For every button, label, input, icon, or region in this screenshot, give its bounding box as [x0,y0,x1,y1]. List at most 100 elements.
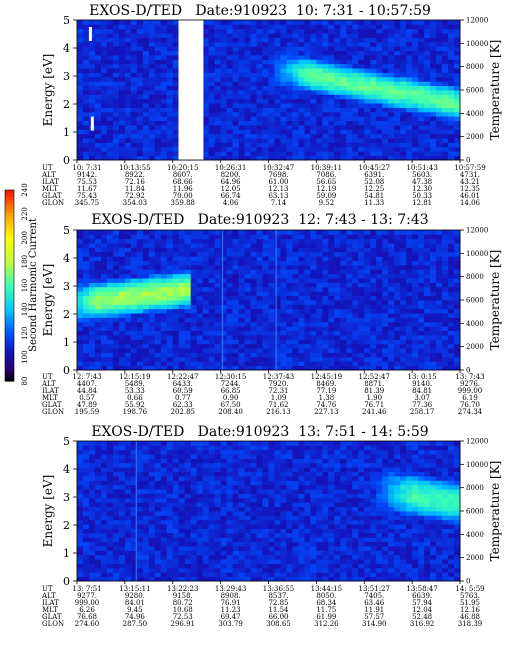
panel-1-table-cell: 56.65 [316,178,336,186]
panel-2-y2tick-label: 10000 [466,250,488,258]
panel-3-table-cell: 999.00 [75,599,100,607]
panel-2-table-cell: 84.81 [412,387,432,395]
panel-2-table-cell: 198.76 [123,408,148,416]
panel-1-table-cell: 7698. [268,171,288,179]
panel-1-table-cell: 12.35 [460,185,480,193]
colorbar-tick-label: 80 [21,377,29,386]
panel-1-table-cell: 70.00 [173,192,193,200]
panel-3-table-cell: 61.99 [316,613,336,621]
panel-3-table-cell: 57.94 [412,599,433,607]
colorbar-tick-label: 160 [21,279,29,292]
panel-1-y2tick-label: 8000 [466,63,484,71]
panel-1-title: EXOS-D/TED Date:910923 10: 7:31 - 10:57:… [89,3,431,19]
panel-2-table-cell: 6433. [173,380,193,388]
panel-1-table-cell: 10:20:15 [167,164,198,172]
panel-2-ytick-label: 3 [63,280,70,293]
panel-2-table-cell: 60.59 [173,387,193,395]
panel-3-ytick-label: 3 [63,491,70,504]
panel-2-table-cell: 12:45:19 [311,373,342,381]
panel-1-table-cell: 11.33 [364,199,384,207]
panel-3-ylabel: Energy [eV] [41,475,55,548]
panel-2-ytick-label: 0 [63,364,70,377]
panel-2-table-cell: 4407. [77,380,97,388]
panel-2-table-cell: 44.84 [77,387,98,395]
panel-2-table-cell: 7920. [268,380,288,388]
panel-3-table-cell: 13:15:11 [119,585,150,593]
panel-2-table-cell: 1.90 [366,394,382,402]
panel-1-table-cell: 12.13 [268,185,288,193]
panel-3-y2tick-label: 4000 [466,531,484,539]
panel-2-y2tick-label: 8000 [466,273,484,281]
panel-1-ytick-label: 5 [63,14,70,27]
panel-3-table-cell: 72.85 [268,599,288,607]
panel-2-table-cell: 9140. [412,380,432,388]
panel-2-row-label: UT [42,373,53,381]
panel-1-table-cell: 54.81 [364,192,384,200]
panel-3-title: EXOS-D/TED Date:910923 13: 7:51 - 14: 5:… [91,424,429,440]
panel-1-table-cell: 46.01 [460,192,480,200]
colorbar-tick-label: 240 [21,183,29,196]
panel-1-y2tick-label: 0 [466,157,470,165]
panel-1-row-label: GLAT [42,192,62,200]
panel-1-table-cell: 6391. [364,171,384,179]
panel-3-ytick-label: 1 [63,547,70,560]
panel-1-table-cell: 12.19 [316,185,336,193]
panel-1-ylabel: Energy [eV] [41,54,55,127]
panel-1-table-cell: 10:39:11 [311,164,342,172]
panel-2-table-cell: 8469. [316,380,336,388]
panel-2-row-label: ILAT [42,387,59,395]
panel-2-y2label: Temperature [K] [488,250,502,351]
panel-2-table-cell: 9276. [460,380,480,388]
panel-2-table-cell: 216.13 [266,408,291,416]
panel-2-table-cell: 1.09 [271,394,287,402]
panel-2-table-cell: 13: 0:15 [408,373,437,381]
panel-3-table-cell: 84.01 [125,599,145,607]
panel-2-table-cell: 1.38 [319,394,335,402]
colorbar-tick-label: 180 [21,255,29,268]
panel-2-spike [275,230,277,370]
panel-3-table-cell: 66.00 [268,613,288,621]
panel-1-table-cell: 63.13 [268,192,288,200]
colorbar-tick-label: 200 [21,231,29,244]
panel-2-table-cell: 6.19 [462,394,478,402]
panel-1-table-cell: 10:32:47 [263,164,294,172]
panel-3-table-cell: 13: 7:51 [72,585,101,593]
colorbar-label: Second Harmonic Current [28,218,39,352]
panel-1-ytick-label: 1 [63,126,70,139]
panel-2-ytick-label: 4 [63,252,70,265]
panel-1-table-cell: 12.30 [412,185,432,193]
panel-1-table-cell: 66.74 [221,192,242,200]
panel-1-table-cell: 72.16 [125,178,146,186]
panel-1-table-cell: 7.14 [271,199,287,207]
panel-3-table-cell: 9.45 [127,606,143,614]
colorbar-tick-label: 120 [21,327,29,340]
panel-3-table-cell: 13:58:47 [406,585,437,593]
panel-3-row-label: MLT [42,606,58,614]
panel-2-table-cell: 12:30:15 [215,373,246,381]
panel-1-data-dropout [90,116,94,131]
panel-3-table-cell: 12.04 [412,606,433,614]
panel-2-y2tick-label: 0 [466,367,470,375]
panel-3-table-cell: 76.91 [221,599,241,607]
panel-1-table-cell: 10:57:59 [454,164,485,172]
panel-2-row-label: ALT [41,380,56,388]
panel-2-table-cell: 0.57 [79,394,95,402]
panel-1-table-cell: 52.08 [364,178,384,186]
panel-1-row-label: ALT [41,171,56,179]
panel-2-table-cell: 8871. [364,380,384,388]
panel-3-ytick-label: 2 [63,519,70,532]
panel-3-table-cell: 74.96 [125,613,146,621]
panel-1-row-label: GLON [42,199,64,207]
panel-2-title: EXOS-D/TED Date:910923 12: 7:43 - 13: 7:… [91,212,429,228]
panel-1-y2tick-label: 2000 [466,133,484,141]
panel-2-table-cell: 0.77 [175,394,191,402]
panel-2-table-cell: 76.70 [460,401,480,409]
panel-2-table-cell: 53.33 [125,387,145,395]
panel-3-table-cell: 10.68 [173,606,193,614]
panel-1-table-cell: 12.05 [221,185,241,193]
panel-1-table-cell: 14.06 [460,199,481,207]
panel-1-table-cell: 10:26:31 [215,164,246,172]
panel-3-row-label: GLON [42,620,64,628]
panel-2-table-cell: 13: 7:43 [455,373,484,381]
panel-2-table-cell: 55.92 [125,401,145,409]
